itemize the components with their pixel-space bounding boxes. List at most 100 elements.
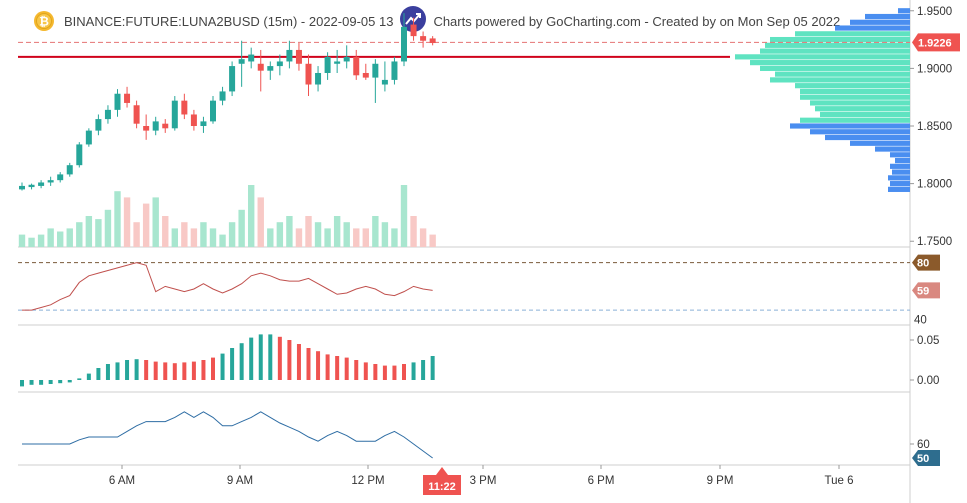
candle-body — [381, 79, 388, 85]
volume-profile-bar — [810, 129, 910, 135]
macd-bar — [335, 356, 340, 380]
candle-body — [152, 121, 159, 131]
macd-bar — [77, 378, 82, 380]
candle-body — [19, 185, 25, 190]
volume-profile-bar — [888, 175, 910, 181]
time-tick-label: Tue 6 — [825, 475, 854, 487]
volume-profile-bar — [892, 169, 910, 175]
candle-body — [353, 56, 360, 76]
macd-bar — [306, 348, 311, 380]
macd-bar — [39, 380, 44, 385]
macd-bar — [268, 334, 273, 380]
volume-bar — [123, 197, 131, 247]
macd-bar — [144, 360, 149, 380]
macd-bar — [287, 340, 292, 380]
volume-profile-bar — [765, 42, 910, 48]
rsi-line — [22, 262, 433, 311]
volume-profile-bar — [810, 100, 910, 106]
volume-bar — [219, 234, 226, 247]
price-tick-label: 1.7500 — [917, 236, 952, 248]
volume-bar — [286, 216, 293, 247]
candle-body — [410, 24, 417, 37]
credit-text: Charts powered by GoCharting.com - Creat… — [433, 13, 841, 29]
candle-body — [66, 165, 73, 175]
current-price-label: 1.9226 — [918, 37, 952, 49]
macd-bar — [421, 360, 426, 380]
candle-body — [57, 174, 64, 181]
candle-body — [295, 49, 302, 64]
candle-body — [47, 180, 54, 183]
volume-profile-bar — [800, 88, 910, 95]
volume-bar — [162, 216, 169, 247]
candle-body — [114, 93, 121, 110]
macd-bar — [67, 380, 72, 383]
current-time-label: 11:22 — [428, 481, 456, 493]
macd-bar — [172, 363, 177, 380]
candle-body — [38, 182, 45, 186]
candle-body — [181, 100, 188, 115]
macd-bar — [402, 364, 406, 380]
oscillator-line — [22, 411, 433, 459]
volume-profile-bar — [850, 140, 910, 146]
volume-bar — [66, 228, 73, 247]
candle-body — [334, 61, 341, 64]
candle-body — [257, 63, 264, 71]
volume-bar — [257, 197, 264, 247]
volume-bar — [85, 216, 93, 247]
volume-bar — [18, 234, 26, 247]
volume-profile-bar — [795, 31, 910, 37]
macd-bar — [96, 368, 101, 380]
candle-body — [420, 36, 427, 41]
current-price-badge — [912, 33, 960, 52]
macd-bar — [344, 357, 349, 380]
candle-body — [171, 100, 178, 129]
volume-profile-bar — [890, 181, 910, 187]
volume-profile-bar — [800, 117, 910, 123]
volume-bar — [391, 228, 398, 247]
price-tick-label: 1.9500 — [917, 6, 952, 18]
volume-bar — [200, 222, 207, 247]
volume-profile-bar — [800, 94, 910, 100]
candle-body — [200, 121, 207, 126]
candle-body — [95, 119, 102, 131]
volume-bar — [47, 228, 54, 247]
price-tick-label: 1.8500 — [917, 121, 952, 133]
volume-bar — [114, 191, 121, 247]
candle-body — [286, 49, 293, 62]
price-tick-label: 1.9000 — [917, 63, 952, 75]
candle-body — [85, 130, 92, 145]
macd-bar — [201, 360, 206, 380]
macd-tick-label: 0.00 — [917, 375, 939, 387]
volume-profile-bar — [888, 186, 910, 192]
gocharting-trend-icon[interactable] — [399, 5, 427, 33]
rsi-80-badge — [912, 254, 940, 271]
volume-bar — [181, 222, 188, 247]
volume-profile-bar — [895, 157, 910, 164]
volume-bar — [76, 222, 83, 247]
candle-body — [401, 26, 407, 62]
candle-body — [162, 123, 169, 129]
macd-bar — [239, 343, 244, 380]
volume-profile-bar — [775, 71, 910, 77]
current-time-badge — [423, 467, 461, 495]
macd-bar — [86, 373, 91, 380]
volume-bar — [267, 228, 274, 247]
macd-bar — [134, 359, 139, 380]
volume-bar — [400, 185, 408, 247]
candle-body — [143, 126, 150, 131]
volume-bar — [314, 222, 322, 247]
time-tick-label: 6 PM — [588, 475, 615, 487]
volume-profile-bar — [825, 134, 910, 141]
volume-profile-bar — [815, 106, 910, 112]
price-tick-label: 1.8000 — [917, 179, 952, 191]
chart-header: BINANCE:FUTURE:LUNA2BUSD (15m) - 2022-09… — [30, 10, 840, 32]
time-tick-label: 6 AM — [109, 475, 135, 487]
volume-bar — [419, 228, 427, 247]
volume-bar — [305, 216, 312, 247]
oscillator-last-badge — [912, 450, 940, 466]
volume-profile-bar — [770, 77, 910, 83]
candle-body — [238, 59, 245, 64]
rsi-last-badge — [912, 282, 940, 299]
rsi-40-label: 40 — [914, 314, 927, 326]
